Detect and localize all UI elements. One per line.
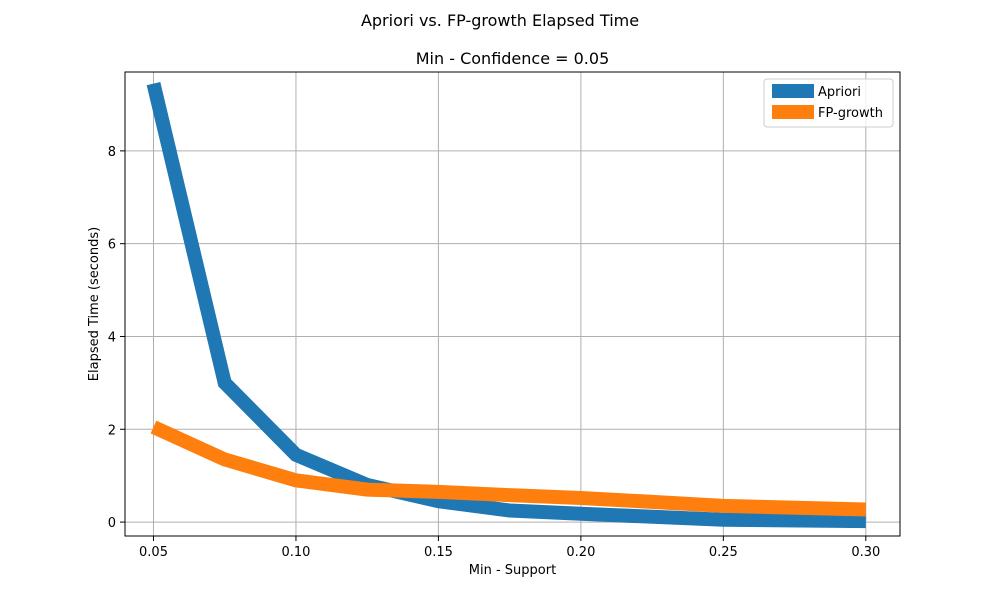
y-tick-label: 0	[108, 516, 116, 531]
y-tick-label: 8	[108, 145, 116, 160]
plot-frame	[124, 71, 901, 537]
series-lines	[146, 81, 866, 529]
y-axis-label: Elapsed Time (seconds)	[87, 227, 102, 381]
chart-suptitle: Apriori vs. FP-growth Elapsed Time	[361, 11, 639, 30]
legend-label: FP-growth	[818, 106, 883, 121]
x-tick-label: 0.15	[424, 545, 453, 560]
x-tick-label: 0.25	[709, 545, 738, 560]
chart-title: Min - Confidence = 0.05	[416, 49, 610, 68]
x-tick-label: 0.30	[851, 545, 880, 560]
y-tick-label: 6	[108, 238, 116, 253]
legend-label: Apriori	[818, 85, 861, 100]
y-tick-label: 2	[108, 423, 116, 438]
series-line-apriori	[146, 81, 866, 529]
x-axis-label: Min - Support	[469, 563, 556, 578]
axis-ticks: 0.05 0.10 0.15 0.20 0.25 0.30 0 2 4 6 8	[108, 145, 881, 560]
series-line-fp-growth	[150, 420, 866, 517]
x-tick-label: 0.05	[139, 545, 168, 560]
x-tick-label: 0.20	[566, 545, 595, 560]
x-tick-label: 0.10	[281, 545, 310, 560]
y-tick-label: 4	[108, 330, 116, 345]
legend: Apriori FP-growth	[763, 78, 894, 128]
